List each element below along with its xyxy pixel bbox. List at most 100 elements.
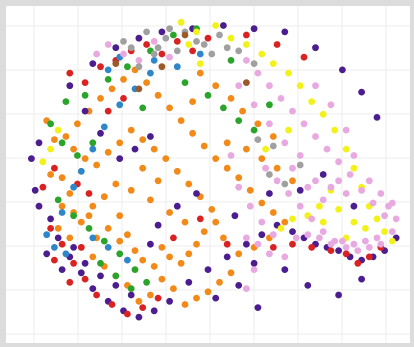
data-point xyxy=(327,247,335,255)
data-point xyxy=(304,231,312,239)
data-point xyxy=(158,28,166,36)
data-point xyxy=(127,44,135,52)
data-point xyxy=(327,240,335,248)
data-point xyxy=(166,104,174,112)
data-point xyxy=(177,117,185,124)
data-point xyxy=(150,50,158,58)
data-point xyxy=(312,133,319,140)
data-point xyxy=(135,57,143,64)
data-point xyxy=(108,301,116,308)
data-point xyxy=(327,101,335,109)
data-point xyxy=(289,228,296,236)
data-point xyxy=(235,250,243,258)
data-point xyxy=(173,38,181,45)
data-point xyxy=(104,41,112,48)
data-point xyxy=(296,202,304,210)
data-point xyxy=(85,212,93,220)
data-point xyxy=(97,259,104,267)
data-point xyxy=(388,199,396,207)
data-point xyxy=(81,91,89,99)
data-point xyxy=(204,34,212,42)
data-point xyxy=(39,158,47,166)
data-point xyxy=(51,164,58,172)
data-point xyxy=(97,129,104,137)
data-point xyxy=(289,215,296,223)
data-point xyxy=(350,164,358,172)
data-point xyxy=(258,231,266,239)
data-point xyxy=(189,98,197,105)
data-point xyxy=(289,240,296,248)
data-point xyxy=(392,215,400,223)
data-point xyxy=(124,310,131,318)
data-point xyxy=(373,215,381,223)
data-point xyxy=(166,209,174,216)
data-point xyxy=(212,294,220,302)
data-point xyxy=(223,240,231,248)
data-point xyxy=(189,47,197,55)
data-point xyxy=(200,142,208,150)
data-point xyxy=(212,22,220,29)
data-point xyxy=(70,183,77,191)
data-point xyxy=(289,107,296,115)
data-point xyxy=(185,180,193,188)
data-point xyxy=(51,244,58,251)
data-point xyxy=(342,145,350,153)
data-point xyxy=(162,34,170,42)
data-point xyxy=(254,69,262,77)
data-point xyxy=(139,104,147,112)
data-point xyxy=(281,218,289,226)
data-point xyxy=(112,272,120,280)
data-point xyxy=(70,212,77,220)
data-point xyxy=(254,240,262,248)
data-point xyxy=(54,234,62,242)
data-point xyxy=(81,259,89,267)
data-point xyxy=(327,183,335,191)
data-point xyxy=(135,313,143,321)
data-point xyxy=(212,155,220,163)
data-point xyxy=(124,231,131,239)
data-point xyxy=(127,186,135,194)
data-point xyxy=(281,180,289,188)
data-point xyxy=(273,177,281,185)
data-point xyxy=(116,237,124,245)
scatter-chart xyxy=(6,6,410,343)
data-point xyxy=(365,253,373,261)
data-point xyxy=(147,240,154,248)
data-point xyxy=(66,190,74,197)
data-point xyxy=(312,177,319,185)
data-point xyxy=(250,266,258,273)
data-points xyxy=(28,18,400,321)
data-point xyxy=(70,244,77,251)
data-point xyxy=(269,231,277,239)
data-point xyxy=(97,272,104,280)
data-point xyxy=(185,278,193,286)
data-point xyxy=(135,297,143,305)
data-point xyxy=(81,79,89,86)
data-point xyxy=(235,47,243,55)
data-point xyxy=(143,278,151,286)
data-point xyxy=(89,234,97,242)
data-point xyxy=(77,244,85,251)
data-point xyxy=(196,60,204,67)
data-point xyxy=(116,155,124,163)
data-point xyxy=(173,47,181,55)
data-point xyxy=(269,209,277,216)
data-point xyxy=(235,174,243,182)
data-point xyxy=(246,202,254,210)
data-point xyxy=(54,225,62,232)
data-point xyxy=(266,250,273,258)
data-point xyxy=(243,285,250,292)
data-point xyxy=(285,69,292,77)
data-point xyxy=(104,244,112,251)
data-point xyxy=(89,285,97,292)
data-point xyxy=(339,237,346,245)
data-point xyxy=(200,41,208,48)
data-point xyxy=(331,126,339,134)
data-point xyxy=(177,259,185,267)
data-point xyxy=(362,237,369,245)
data-point xyxy=(66,278,74,286)
data-point xyxy=(196,69,204,77)
data-point xyxy=(112,180,120,188)
data-point xyxy=(47,145,54,153)
data-point xyxy=(28,155,35,163)
